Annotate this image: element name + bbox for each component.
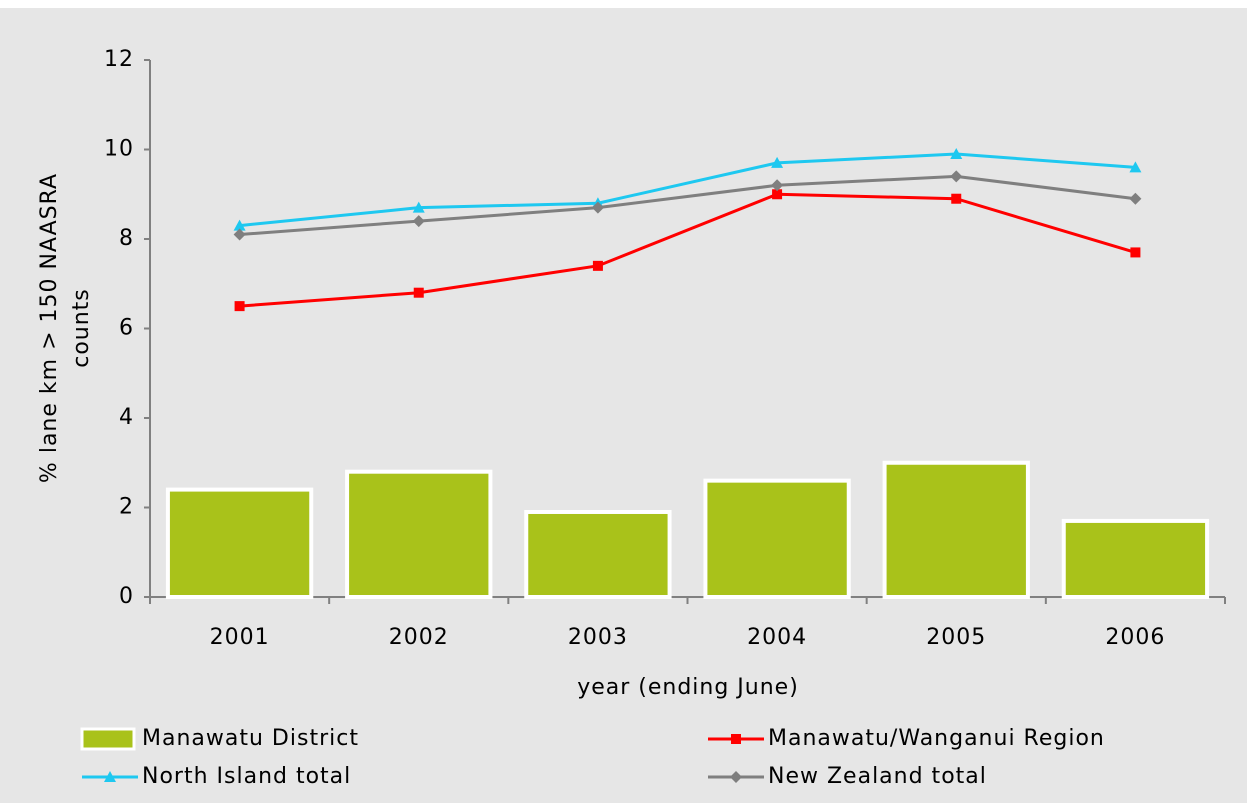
y-tick-label: 6 [119, 316, 134, 341]
legend-label: Manawatu District [142, 726, 359, 751]
marker [412, 201, 425, 213]
marker [413, 287, 424, 298]
x-tick-label: 2005 [926, 625, 986, 650]
marker [1129, 161, 1142, 173]
y-axis-title: counts [69, 288, 94, 368]
bar [524, 509, 672, 600]
marker [104, 771, 116, 782]
marker [1129, 192, 1142, 205]
marker [771, 156, 784, 168]
x-tick-label: 2003 [568, 625, 628, 650]
x-axis-title: year (ending June) [577, 675, 799, 700]
marker [951, 193, 962, 204]
legend-swatch [80, 727, 136, 751]
y-tick-label: 12 [104, 47, 134, 72]
marker [591, 201, 604, 214]
y-tick-label: 4 [119, 405, 134, 430]
bar [1061, 518, 1210, 599]
legend-label: New Zealand total [768, 764, 987, 789]
marker [1130, 247, 1141, 258]
chart-background [0, 8, 1247, 803]
marker [730, 771, 742, 783]
y-tick-label: 8 [119, 226, 134, 251]
bar [703, 478, 851, 599]
x-tick-label: 2001 [210, 625, 270, 650]
bar [882, 460, 1030, 599]
y-tick-label: 10 [104, 137, 134, 162]
marker [412, 215, 425, 228]
marker [771, 179, 784, 192]
marker [592, 260, 603, 271]
x-tick-label: 2002 [389, 625, 449, 650]
x-tick-label: 2004 [747, 625, 807, 650]
line [239, 192, 1136, 308]
bar [345, 469, 493, 600]
y-tick-label: 2 [119, 495, 134, 520]
marker [234, 301, 245, 312]
y-axis-title: % lane km > 150 NAASRA [37, 173, 62, 483]
x-tick-label: 2006 [1105, 625, 1165, 650]
marker [233, 219, 246, 231]
marker [731, 734, 741, 744]
bar [165, 487, 314, 600]
legend-label: Manawatu/Wanganui Region [768, 726, 1105, 751]
marker [772, 189, 783, 200]
marker [950, 147, 963, 159]
legend-label: North Island total [142, 764, 351, 789]
line [239, 152, 1136, 228]
y-tick-label: 0 [119, 584, 134, 609]
line [239, 174, 1136, 237]
marker [233, 228, 246, 241]
marker [950, 170, 963, 183]
